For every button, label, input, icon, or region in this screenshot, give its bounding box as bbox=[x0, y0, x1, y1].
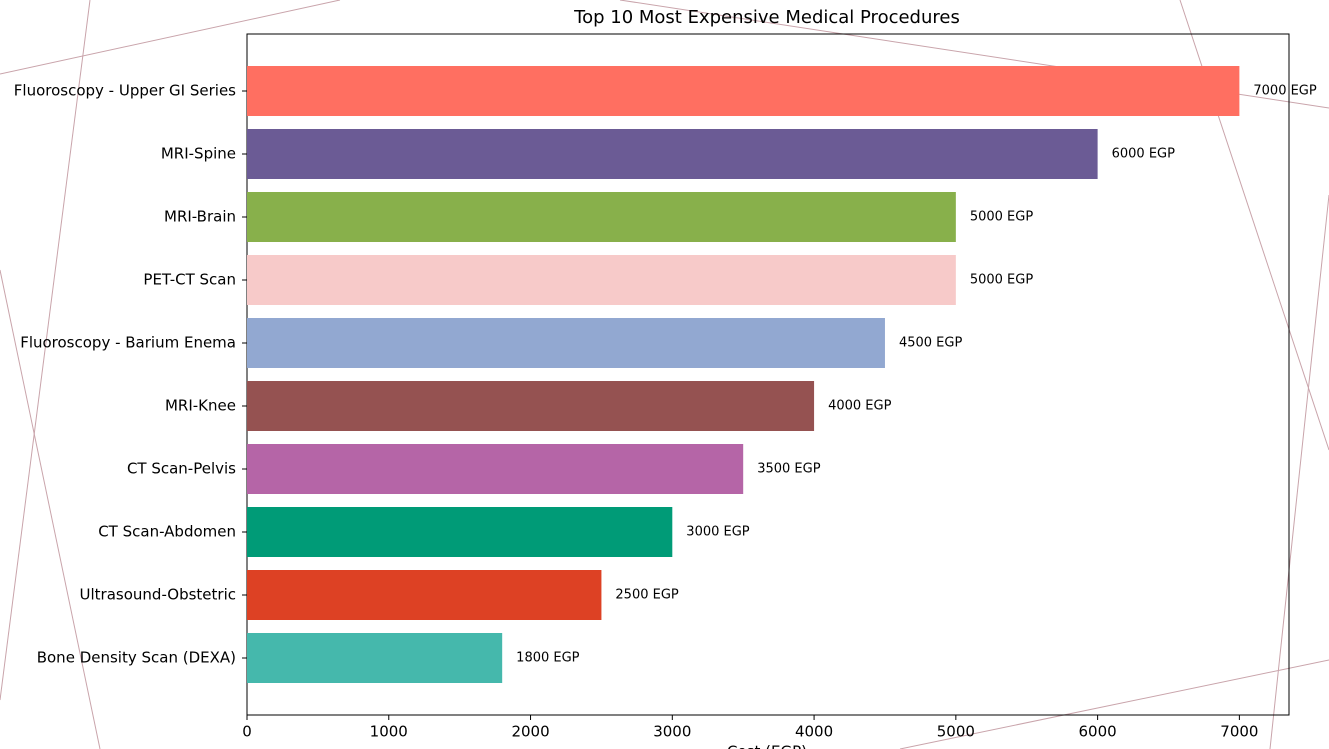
bar bbox=[247, 381, 815, 431]
value-label: 6000 EGP bbox=[1112, 147, 1176, 162]
x-tick-label: 6000 bbox=[1079, 723, 1117, 741]
x-axis-label: Cost (EGP) bbox=[727, 743, 807, 749]
bar bbox=[247, 444, 744, 494]
chart-title: Top 10 Most Expensive Medical Procedures bbox=[573, 7, 960, 28]
value-label: 5000 EGP bbox=[970, 210, 1034, 225]
y-tick-label: Fluoroscopy - Upper GI Series bbox=[14, 82, 236, 100]
bar bbox=[247, 570, 602, 620]
x-tick-label: 4000 bbox=[795, 723, 833, 741]
x-tick-label: 3000 bbox=[653, 723, 691, 741]
value-label: 4000 EGP bbox=[828, 399, 892, 414]
bar bbox=[247, 318, 885, 368]
y-tick-label: MRI-Spine bbox=[161, 145, 236, 163]
bar bbox=[247, 66, 1240, 116]
y-tick-label: MRI-Knee bbox=[165, 397, 236, 415]
value-label: 4500 EGP bbox=[899, 336, 963, 351]
bar bbox=[247, 192, 956, 242]
y-tick-label: Bone Density Scan (DEXA) bbox=[37, 649, 236, 667]
x-tick-label: 1000 bbox=[370, 723, 408, 741]
value-label: 1800 EGP bbox=[516, 651, 580, 666]
plot-frame bbox=[246, 33, 1290, 716]
bar bbox=[247, 633, 503, 683]
bar bbox=[247, 255, 956, 305]
y-tick-label: Fluoroscopy - Barium Enema bbox=[20, 334, 236, 352]
x-tick-label: 7000 bbox=[1220, 723, 1258, 741]
bar bbox=[247, 507, 673, 557]
value-label: 7000 EGP bbox=[1253, 84, 1317, 99]
y-tick-label: Ultrasound-Obstetric bbox=[80, 586, 236, 604]
x-tick-label: 2000 bbox=[511, 723, 549, 741]
x-tick-label: 0 bbox=[242, 723, 252, 741]
bar bbox=[247, 129, 1098, 179]
x-tick-label: 5000 bbox=[937, 723, 975, 741]
y-tick-label: MRI-Brain bbox=[164, 208, 236, 226]
value-label: 2500 EGP bbox=[615, 588, 679, 603]
y-tick-label: PET-CT Scan bbox=[143, 271, 236, 289]
y-tick-label: CT Scan-Pelvis bbox=[127, 460, 236, 478]
y-tick-label: CT Scan-Abdomen bbox=[98, 523, 236, 541]
value-label: 5000 EGP bbox=[970, 273, 1034, 288]
value-label: 3500 EGP bbox=[757, 462, 821, 477]
value-label: 3000 EGP bbox=[686, 525, 750, 540]
